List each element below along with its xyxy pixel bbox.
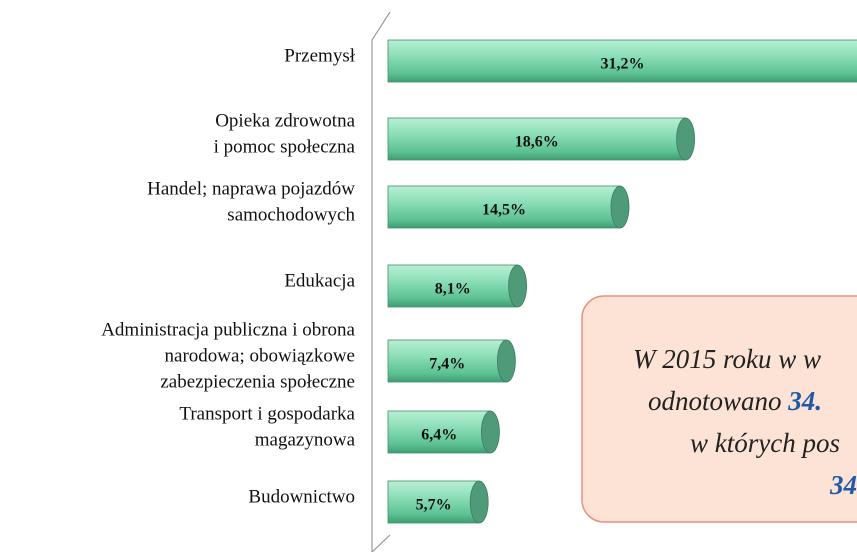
axis-floor: [371, 534, 391, 552]
bar: [387, 339, 507, 383]
axis-wall: [371, 11, 391, 552]
bar-cap: [496, 339, 516, 383]
value-label: 18,6%: [515, 134, 559, 151]
bar: [387, 185, 621, 229]
bar-cap: [676, 117, 695, 161]
value-label: 7,4%: [429, 356, 465, 373]
category-label: Opieka zdrowotna: [215, 110, 355, 131]
bar-cap: [610, 185, 630, 229]
bar-cap: [508, 264, 527, 308]
bar: [387, 480, 480, 524]
category-label: Edukacja: [284, 270, 355, 291]
value-label: 31,2%: [601, 56, 645, 73]
category-label: Budownictwo: [248, 486, 355, 507]
callout-text-part: w których pos: [690, 428, 840, 458]
bar: [387, 117, 687, 161]
category-label: i pomoc społeczna: [214, 136, 356, 157]
category-label: magazynowa: [255, 429, 356, 450]
callout-highlight: 34: [829, 470, 857, 500]
callout-text: W 2015 roku w w: [633, 344, 821, 374]
category-label: Administracja publiczna i obrona: [101, 319, 355, 340]
category-label: Transport i gospodarka: [179, 403, 355, 424]
value-label: 14,5%: [482, 202, 526, 219]
bar: [387, 264, 519, 308]
callout-box: [581, 295, 857, 523]
callout-text-part: odnotowano: [648, 386, 788, 416]
callout-text: odnotowano 34.: [648, 386, 822, 416]
callout-text-part: W 2015 roku w w: [633, 344, 821, 374]
callout-highlight: 34.: [787, 386, 822, 416]
value-label: 8,1%: [435, 281, 471, 298]
category-label: narodowa; obowiązkowe: [165, 345, 355, 366]
bar-cap: [469, 480, 489, 524]
value-label: 6,4%: [421, 427, 457, 444]
callout-text: w których pos: [690, 428, 840, 458]
category-label: zabezpieczenia społeczne: [160, 371, 355, 392]
bar: [387, 39, 857, 83]
callout-text: 34: [829, 470, 857, 500]
bar-cap: [480, 410, 500, 454]
category-label: Handel; naprawa pojazdów: [147, 178, 355, 199]
category-label: Przemysł: [284, 45, 355, 66]
bar: [387, 410, 491, 454]
category-label: samochodowych: [227, 204, 355, 225]
value-label: 5,7%: [416, 497, 452, 514]
